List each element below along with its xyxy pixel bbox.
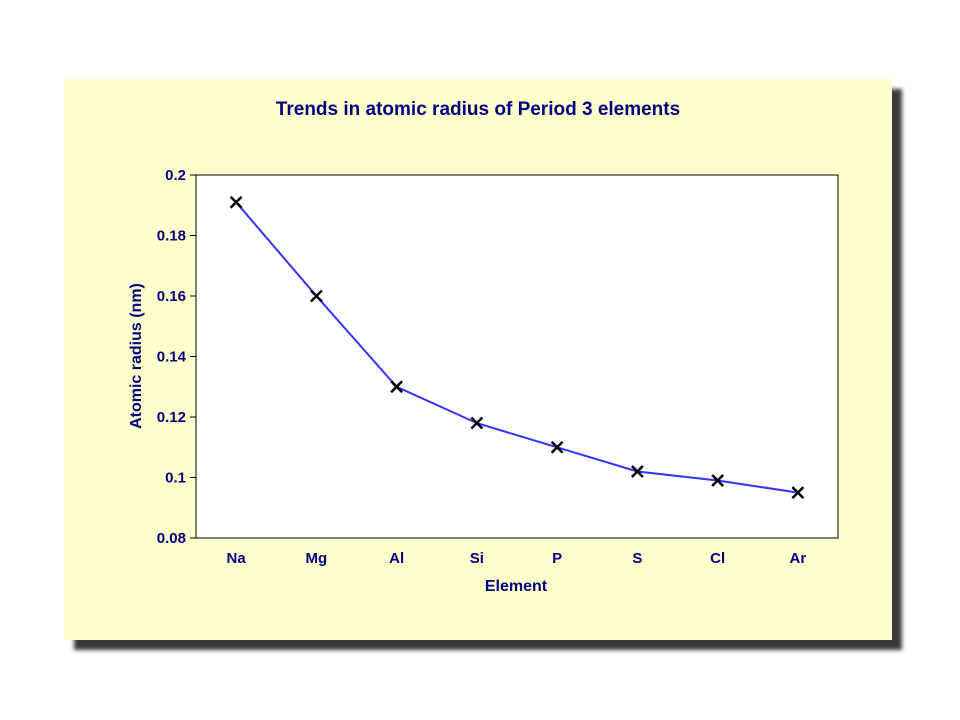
y-axis: 0.08 0.1 0.12 0.14 0.16 0.18 0.2 [157, 167, 196, 547]
y-tick-label: 0.1 [165, 470, 186, 487]
y-tick-label: 0.16 [157, 288, 186, 305]
markers [229, 195, 805, 500]
y-tick-label: 0.12 [157, 409, 186, 426]
x-tick-label: Al [389, 550, 404, 567]
y-tick-label: 0.08 [157, 530, 186, 547]
x-tick-label: Cl [710, 550, 725, 567]
chart-title: Trends in atomic radius of Period 3 elem… [276, 99, 680, 120]
plot-area [195, 174, 839, 539]
data-point-marker [711, 474, 725, 487]
data-point-marker [550, 440, 564, 454]
y-tick-label: 0.2 [165, 167, 186, 184]
x-tick-label: Na [227, 550, 247, 567]
x-tick-label: P [552, 550, 562, 567]
data-point-marker [791, 486, 805, 500]
x-tick-label: Si [470, 550, 484, 567]
x-tick-label: Mg [306, 550, 328, 567]
x-tick-label: Ar [790, 550, 807, 567]
x-axis: Na Mg Al Si P S Cl Ar [227, 550, 807, 567]
data-point-marker [470, 416, 484, 430]
x-axis-label: Element [485, 578, 548, 595]
data-point-marker [630, 465, 644, 478]
data-point-marker [229, 195, 243, 209]
data-point-marker [390, 380, 404, 394]
data-point-marker [309, 289, 323, 303]
x-tick-label: S [632, 550, 642, 567]
y-tick-label: 0.18 [157, 228, 186, 245]
y-axis-label: Atomic radius (nm) [128, 283, 145, 429]
y-tick-label: 0.14 [157, 349, 187, 366]
series-line [235, 201, 799, 494]
